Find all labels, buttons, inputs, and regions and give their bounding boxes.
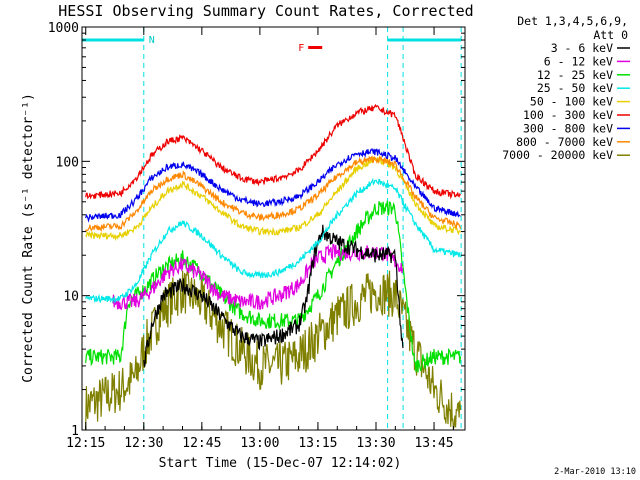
legend-label: 25 - 50 keV [537,81,613,95]
series-line-8 [85,269,462,430]
legend-label: 50 - 100 keV [530,95,613,109]
generation-date: 2-Mar-2010 13:10 [554,467,636,477]
x-tick-label: 13:00 [240,436,279,451]
legend-label: 300 - 800 keV [523,121,613,135]
legend-label: 6 - 12 keV [544,54,613,68]
legend-label: 800 - 7000 keV [516,135,613,149]
series-line-5 [85,103,462,200]
chart-title: HESSI Observing Summary Count Rates, Cor… [58,2,473,20]
y-tick-label: 1000 [48,21,79,36]
legend-label: 12 - 25 keV [537,68,613,82]
series-line-6 [85,147,461,223]
flare-flag-bar [308,46,323,49]
x-tick-label: 12:30 [124,436,163,451]
x-tick-label: 12:15 [66,436,105,451]
x-tick-label: 13:15 [298,436,337,451]
legend-title-line2: Att 0 [593,28,628,42]
series-line-7 [85,155,462,233]
series-line-0 [143,224,404,367]
series-line-4 [85,156,462,242]
series-line-3 [85,177,462,304]
series-lines [85,103,462,430]
x-tick-label: 13:45 [414,436,453,451]
axis-ticks [82,26,465,431]
x-tick-label: 12:45 [182,436,221,451]
flare-flag-label: F [298,43,304,54]
y-tick-label: 10 [63,290,79,305]
series-line-2 [85,200,462,373]
legend-label: 7000 - 20000 keV [502,148,613,162]
plot-frame [81,26,466,431]
y-tick-label: 1 [71,424,79,439]
y-tick-label: 100 [56,155,79,170]
night-flag-label: N [149,35,155,46]
legend-label: 3 - 6 keV [551,41,613,55]
legend-title-line1: Det 1,3,4,5,6,9, [517,14,628,28]
y-axis-label: Corrected Count Rate (s⁻¹ detector⁻¹) [21,93,36,383]
legend-label: 100 - 300 keV [523,108,613,122]
x-tick-label: 13:30 [356,436,395,451]
x-tick-labels: 12:15 12:30 12:45 13:00 13:15 13:30 13:45 [66,436,453,451]
y-tick-labels: 1 10 100 1000 [48,21,79,439]
x-axis-label: Start Time (15-Dec-07 12:14:02) [159,456,402,471]
